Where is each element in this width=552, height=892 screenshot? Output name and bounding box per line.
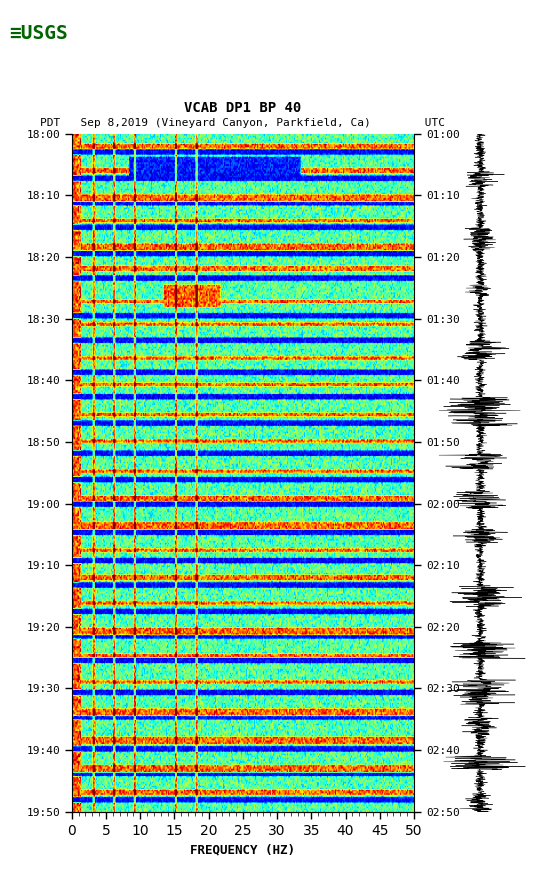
Text: ≡USGS: ≡USGS — [9, 24, 68, 43]
Text: PDT   Sep 8,2019 (Vineyard Canyon, Parkfield, Ca)        UTC: PDT Sep 8,2019 (Vineyard Canyon, Parkfie… — [40, 119, 445, 128]
X-axis label: FREQUENCY (HZ): FREQUENCY (HZ) — [190, 843, 295, 856]
Text: VCAB DP1 BP 40: VCAB DP1 BP 40 — [184, 101, 301, 115]
